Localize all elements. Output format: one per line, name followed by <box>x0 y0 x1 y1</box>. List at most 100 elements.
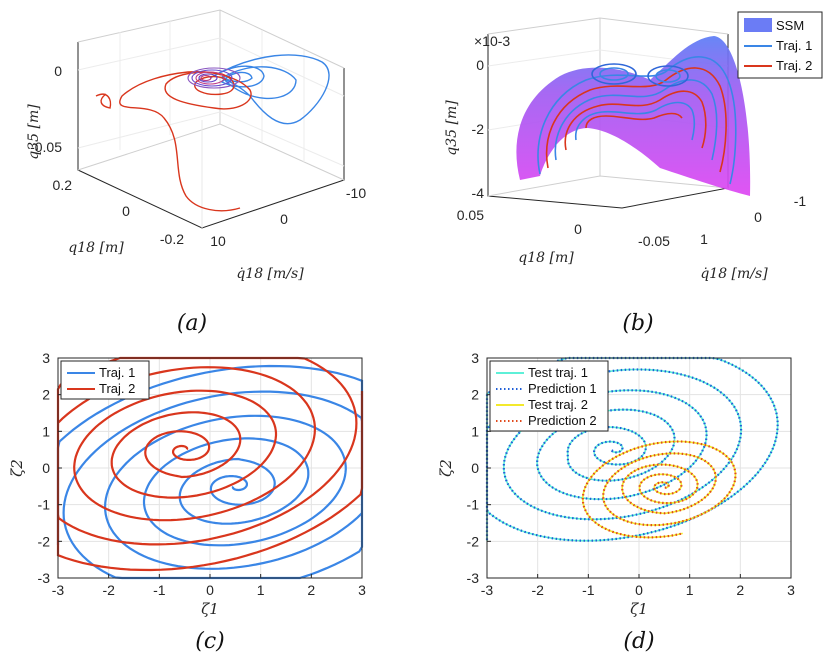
panel-b-xtick: 0.05 <box>457 207 484 223</box>
panel-b-zlabel: q35 [m] <box>444 100 460 156</box>
legend-label: Test traj. 2 <box>528 397 588 412</box>
x-tick-label: -3 <box>481 582 494 598</box>
panel-b-ztick: 0 <box>476 57 484 73</box>
x-tick-label: 1 <box>686 582 694 598</box>
panel-a-xtick: -0.2 <box>160 231 184 247</box>
x-tick-label: -2 <box>102 582 115 598</box>
panel-d-caption: (d) <box>623 629 654 654</box>
panel-a-ytick: 10 <box>210 233 226 249</box>
panel-b-legend-traj2: Traj. 2 <box>776 58 812 73</box>
x-tick-label: 3 <box>358 582 366 598</box>
panel-d-ticks: -3 -2 -1 0 1 2 3 3 2 1 0 -1 -2 -3 <box>467 350 796 598</box>
panel-a-xtick: 0.2 <box>53 177 73 193</box>
panel-a-traj1-inner <box>213 65 265 88</box>
panel-c-series <box>56 356 364 580</box>
panel-a-ztick: 0 <box>54 63 62 79</box>
panel-a-xtick: 0 <box>122 203 130 219</box>
panel-b-contour-traj2 <box>545 67 727 173</box>
panel-c-xlabel: ζ1 <box>201 600 219 618</box>
panel-a: 0 -0.05 0.2 0 -0.2 -10 0 10 q35 [m] q18 … <box>26 9 366 336</box>
y-tick-label: -1 <box>38 497 51 513</box>
panel-b-legend-ssm: SSM <box>776 18 804 33</box>
panel-a-traj1-line <box>209 54 330 125</box>
y-tick-label: 1 <box>42 423 50 439</box>
panel-b-contours <box>537 56 737 185</box>
panel-a-traj1 <box>209 54 330 125</box>
panel-b-legend-traj1: Traj. 1 <box>776 38 812 53</box>
x-tick-label: 0 <box>206 582 214 598</box>
panel-b-core-ring <box>655 69 681 83</box>
x-tick-label: -1 <box>153 582 166 598</box>
panel-a-traj2-tail <box>95 93 112 109</box>
y-tick-label: 2 <box>471 387 479 403</box>
legend-label: Prediction 2 <box>528 413 597 428</box>
legend-label: Traj. 2 <box>99 381 135 396</box>
y-tick-label: 3 <box>42 350 50 366</box>
panel-a-core-ring <box>198 73 218 83</box>
x-tick-label: -3 <box>52 582 65 598</box>
y-tick-label: -2 <box>467 533 480 549</box>
y-tick-label: 0 <box>42 460 50 476</box>
legend-label: Test traj. 1 <box>528 365 588 380</box>
panel-a-core-ring <box>191 69 233 87</box>
panel-b-core-ring <box>599 67 629 81</box>
y-tick-label: -3 <box>467 570 480 586</box>
panel-b-ssm-surface <box>516 36 751 196</box>
panel-c-ticks: -3 -2 -1 0 1 2 3 3 2 1 0 -1 -2 -3 <box>38 350 367 598</box>
y-tick-label: 0 <box>471 460 479 476</box>
panel-a-core-ring <box>187 67 241 89</box>
panel-b-contour-traj1 <box>554 79 718 161</box>
y-tick-label: 3 <box>471 350 479 366</box>
panel-a-core-ring <box>195 71 225 85</box>
panel-b-contour-traj2 <box>564 90 707 151</box>
panel-b-ytick: -1 <box>794 193 807 209</box>
panel-a-zlabel: q35 [m] <box>26 104 42 160</box>
panel-a-ztick: -0.05 <box>30 139 62 155</box>
panel-b-caption: (b) <box>622 311 653 336</box>
panel-a-grid <box>77 20 345 167</box>
x-tick-label: 1 <box>257 582 265 598</box>
y-tick-label: -2 <box>38 533 51 549</box>
panel-a-core <box>187 67 241 89</box>
panel-d-ylabel: ζ2 <box>437 459 455 477</box>
panel-a-box <box>77 9 345 229</box>
panel-b: SSM Traj. 1 Traj. 2 ×10-3 0 -2 -4 0.05 0… <box>444 11 823 336</box>
panel-b-core-ring <box>647 65 689 87</box>
panel-d-series <box>485 356 779 542</box>
panel-a-caption: (a) <box>177 311 207 336</box>
panel-d-xlabel: ζ1 <box>630 600 648 618</box>
y-tick-label: -3 <box>38 570 51 586</box>
panel-b-exponent: ×10-3 <box>474 33 510 49</box>
panel-c-ylabel: ζ2 <box>8 459 26 477</box>
panel-c-caption: (c) <box>195 629 225 654</box>
series-traj-2 <box>56 356 364 572</box>
series-traj-1 <box>56 364 364 580</box>
x-tick-label: -1 <box>582 582 595 598</box>
panel-b-xtick: -0.05 <box>638 233 670 249</box>
panel-b-ytick: 1 <box>700 231 708 247</box>
panel-a-core-ring <box>200 74 212 82</box>
panel-a-traj2 <box>95 70 252 212</box>
legend-label: Traj. 1 <box>99 365 135 380</box>
y-tick-label: -1 <box>467 497 480 513</box>
panel-a-traj2-line <box>119 70 252 212</box>
x-tick-label: -2 <box>531 582 544 598</box>
panel-b-legend: SSM Traj. 1 Traj. 2 <box>737 11 823 79</box>
panel-b-ztick: -2 <box>472 121 485 137</box>
x-tick-label: 0 <box>635 582 643 598</box>
y-tick-label: 1 <box>471 423 479 439</box>
panel-a-ytick: -10 <box>346 185 366 201</box>
panel-b-ylabel: q̇18 [m/s] <box>700 266 768 282</box>
legend-box <box>60 360 150 400</box>
panel-a-xlabel: q18 [m] <box>68 240 124 256</box>
panel-b-legend-ssm-swatch <box>744 18 772 32</box>
x-tick-label: 2 <box>307 582 315 598</box>
panel-b-ytick: 0 <box>754 209 762 225</box>
legend-label: Prediction 1 <box>528 381 597 396</box>
panel-b-xlabel: q18 [m] <box>518 250 574 266</box>
panel-a-ylabel: q̇18 [m/s] <box>236 266 304 282</box>
